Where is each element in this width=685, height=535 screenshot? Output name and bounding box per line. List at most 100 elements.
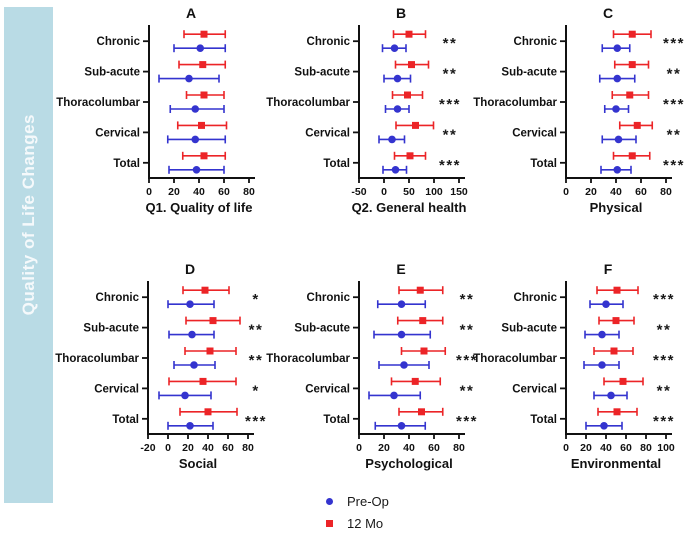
- panel-b-chart: B -50 0 50 100 150 Q2. General health Chronic **…: [264, 2, 479, 252]
- error-bar-pre-op: [601, 44, 631, 53]
- circle-marker-icon: [191, 135, 200, 144]
- error-bar-12mo: [611, 91, 650, 99]
- square-marker-icon: [416, 286, 424, 294]
- error-bar-12mo: [597, 407, 638, 416]
- x-tick-label: 20: [168, 186, 180, 198]
- square-marker-icon: [412, 121, 419, 129]
- errorbar-plot-A: A 0 20 40 60 80 Q1. Quality of life Chronic Sub-…: [56, 5, 255, 215]
- error-bar-12mo: [168, 377, 237, 386]
- panel-e-chart: E 0 20 40 60 80 Psychological Chronic ** Sub-acut…: [264, 258, 479, 508]
- error-bar-12mo: [178, 60, 227, 69]
- circle-marker-icon: [612, 105, 620, 113]
- x-tick-label: 20: [182, 442, 194, 454]
- errorbar-plot-F: F 0 20 40 60 80 100 Environmental Chronic *** Sub-…: [473, 261, 675, 471]
- significance-stars: **: [460, 322, 475, 339]
- x-tick-label: 20: [580, 442, 592, 454]
- circle-marker-icon: [188, 330, 196, 339]
- circle-marker-icon: [390, 44, 399, 52]
- error-bar-pre-op: [378, 135, 406, 144]
- error-bar-12mo: [394, 60, 430, 69]
- x-tick-label: 60: [635, 186, 647, 198]
- legend: Pre-Op 12 Mo: [300, 494, 389, 531]
- circle-marker-icon: [186, 300, 194, 308]
- circle-marker-icon: [598, 330, 606, 339]
- error-bar-12mo: [392, 30, 427, 39]
- category-label: Sub-acute: [501, 323, 557, 335]
- x-tick-label: 60: [428, 442, 440, 454]
- error-bar-12mo: [176, 121, 228, 130]
- x-tick-label: 80: [243, 186, 255, 198]
- circle-marker-icon: [397, 330, 406, 339]
- circle-marker-icon: [613, 74, 622, 83]
- square-marker-icon: [405, 30, 413, 38]
- error-bar-12mo: [183, 30, 227, 39]
- error-bar-pre-op: [368, 391, 422, 400]
- pre-op-circle-icon: [326, 498, 333, 505]
- panel-title: B: [396, 5, 406, 21]
- x-tick-label: -20: [140, 442, 155, 454]
- significance-stars: ***: [439, 157, 461, 174]
- x-tick-label: 40: [193, 186, 205, 198]
- square-marker-icon: [404, 91, 411, 99]
- error-bar-pre-op: [167, 300, 215, 309]
- x-tick-label: -50: [351, 186, 366, 198]
- error-bar-pre-op: [158, 74, 220, 83]
- error-bar-12mo: [396, 316, 444, 325]
- square-marker-icon: [200, 152, 208, 160]
- circle-marker-icon: [388, 135, 396, 144]
- category-label: Total: [530, 158, 557, 170]
- square-marker-icon: [420, 347, 428, 355]
- square-marker-icon: [411, 377, 419, 385]
- error-bar-pre-op: [584, 330, 620, 339]
- significance-stars: ***: [653, 413, 675, 430]
- error-bar-12mo: [612, 30, 652, 39]
- square-marker-icon: [198, 121, 205, 129]
- error-bar-pre-op: [381, 44, 407, 53]
- x-tick-label: 100: [425, 186, 443, 198]
- error-bar-12mo: [390, 377, 442, 386]
- x-axis-title: Q2. General health: [352, 200, 467, 215]
- error-bar-pre-op: [168, 330, 215, 339]
- category-label: Sub-acute: [294, 323, 350, 335]
- error-bar-12mo: [393, 151, 427, 160]
- error-bar-12mo: [613, 60, 650, 69]
- error-bar-pre-op: [384, 105, 410, 113]
- x-tick-label: 40: [202, 442, 214, 454]
- square-marker-icon: [419, 317, 427, 325]
- square-marker-icon: [209, 317, 217, 325]
- significance-stars: **: [443, 126, 458, 143]
- square-marker-icon: [633, 121, 641, 129]
- error-bar-pre-op: [600, 165, 632, 174]
- circle-marker-icon: [186, 422, 194, 430]
- category-label: Chronic: [514, 292, 558, 304]
- circle-marker-icon: [192, 166, 201, 174]
- x-axis-title: Psychological: [365, 456, 452, 471]
- category-label: Total: [530, 414, 557, 426]
- sidebar-title: Quality of Life Changes: [18, 114, 38, 316]
- square-marker-icon: [610, 347, 618, 355]
- square-marker-icon: [619, 377, 627, 385]
- circle-marker-icon: [613, 44, 622, 52]
- category-label: Sub-acute: [84, 67, 140, 79]
- circle-marker-icon: [393, 74, 402, 83]
- significance-stars: ***: [245, 413, 267, 430]
- category-label: Thoracolumbar: [55, 353, 139, 365]
- error-bar-pre-op: [169, 105, 225, 113]
- error-bar-pre-op: [382, 165, 408, 174]
- category-label: Cervical: [94, 383, 139, 395]
- circle-marker-icon: [602, 300, 610, 308]
- panel-a-chart: A 0 20 40 60 80 Q1. Quality of life Chronic Sub-…: [54, 2, 269, 252]
- circle-marker-icon: [191, 105, 200, 113]
- x-tick-label: 20: [585, 186, 597, 198]
- category-label: Chronic: [514, 36, 558, 48]
- x-tick-label: 100: [657, 442, 675, 454]
- significance-stars: **: [657, 382, 672, 399]
- square-marker-icon: [408, 61, 415, 69]
- circle-marker-icon: [181, 391, 189, 400]
- error-bar-pre-op: [583, 361, 620, 369]
- category-label: Thoracolumbar: [56, 97, 140, 109]
- square-marker-icon: [204, 408, 212, 416]
- category-label: Chronic: [96, 292, 140, 304]
- error-bar-12mo: [395, 121, 435, 130]
